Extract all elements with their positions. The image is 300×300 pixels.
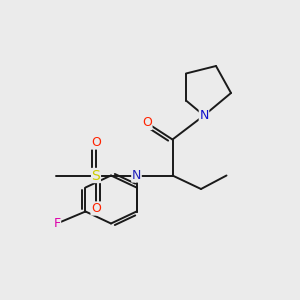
Text: O: O — [91, 136, 101, 149]
Text: O: O — [142, 116, 152, 130]
Text: S: S — [92, 169, 100, 182]
Text: N: N — [199, 109, 209, 122]
Text: O: O — [91, 202, 101, 215]
Text: N: N — [132, 169, 141, 182]
Text: F: F — [53, 217, 61, 230]
